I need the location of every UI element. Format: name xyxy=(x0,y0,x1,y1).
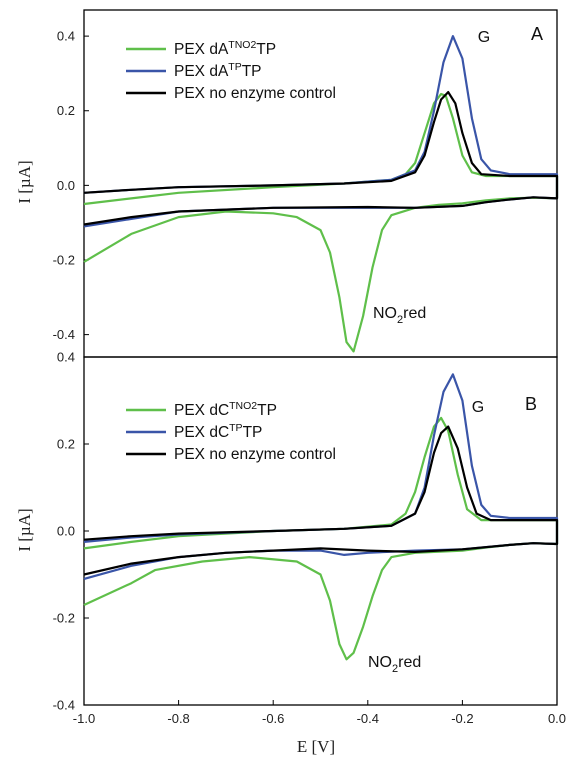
x-tick-label: -1.0 xyxy=(73,711,95,726)
series-line-blue xyxy=(83,35,559,228)
x-axis-label: E [V] xyxy=(297,737,335,756)
panel-b: 0.40.20.0-0.2-0.4-1.0 -0.8 -0.6 -0.4 -0.2 0.0… xyxy=(53,350,566,727)
legend-entry: PEX dATPTP xyxy=(174,61,262,80)
legend-entry: PEX dCTNO2TP xyxy=(174,400,277,419)
y-tick-label: 0.4 xyxy=(57,29,75,44)
panel-letter: B xyxy=(525,394,537,414)
reduction-annotation: NO2red xyxy=(373,305,426,326)
legend-entry: PEX dATNO2TP xyxy=(174,39,276,58)
y-tick-label: 0.2 xyxy=(57,437,75,452)
legend-entry: PEX no enzyme control xyxy=(174,446,336,463)
x-tick-label: -0.2 xyxy=(451,711,473,726)
y-tick-label: -0.2 xyxy=(53,611,75,626)
x-tick-label: 0.0 xyxy=(548,711,566,726)
panel-letter: A xyxy=(531,24,543,44)
legend-entry: PEX dCTPTP xyxy=(174,422,262,441)
x-tick-label: -0.4 xyxy=(357,711,379,726)
y-tick-label: 0.4 xyxy=(57,350,75,365)
y-tick-label: -0.4 xyxy=(53,327,75,342)
legend-entry: PEX no enzyme control xyxy=(174,85,336,102)
peak-label: G xyxy=(472,399,484,416)
y-tick-label: -0.2 xyxy=(53,252,75,267)
y-tick-label: -0.4 xyxy=(53,698,75,713)
y-tick-label: 0.0 xyxy=(57,178,75,193)
x-tick-label: -0.8 xyxy=(167,711,189,726)
y-tick-label: 0.0 xyxy=(57,524,75,539)
peak-label: G xyxy=(478,29,490,46)
series-line-black xyxy=(83,91,559,226)
series-line-black xyxy=(83,425,559,576)
panel-a: 0.4 0.2 0.0 -0.2 -0.4 PEX dATNO2TP PEX dATPTP P… xyxy=(53,9,559,358)
reduction-annotation: NO2red xyxy=(368,654,421,675)
y-axis-label-b: I [µA] xyxy=(15,508,34,551)
y-axis-label-a: I [µA] xyxy=(15,160,34,203)
x-tick-label: -0.6 xyxy=(262,711,284,726)
series-line-green xyxy=(83,92,559,353)
y-tick-label: 0.2 xyxy=(57,103,75,118)
